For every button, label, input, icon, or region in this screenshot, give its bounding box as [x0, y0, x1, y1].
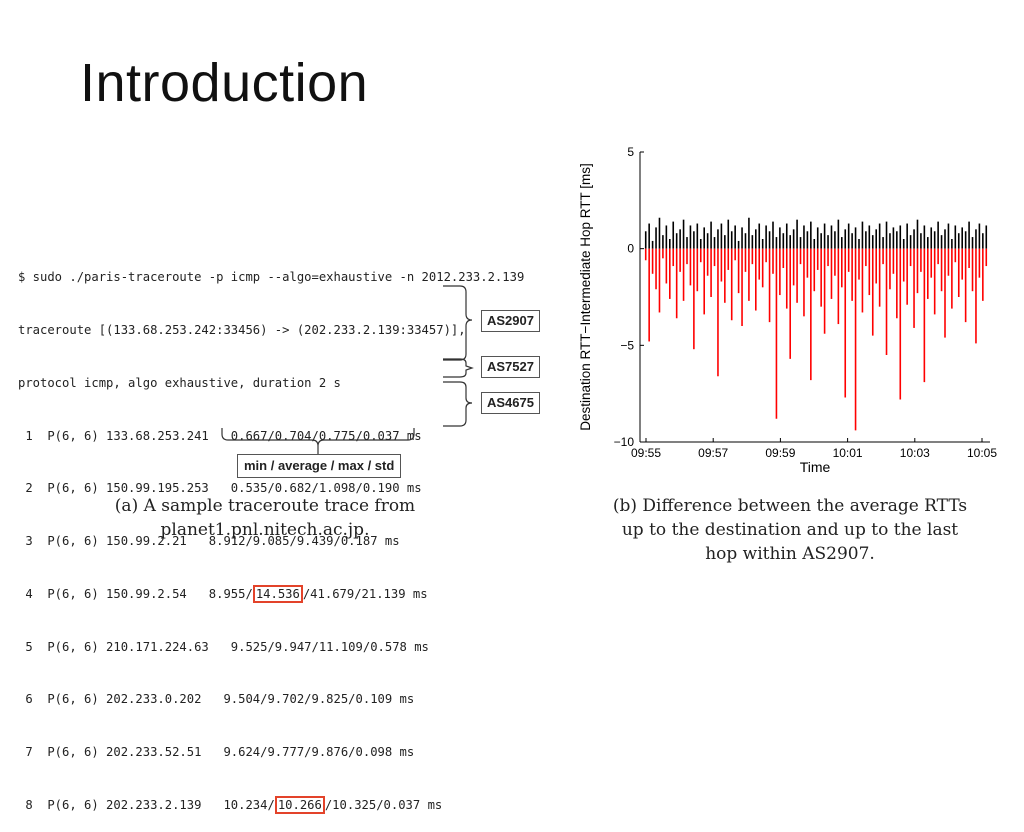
trace-line: 3 P(6, 6) 150.99.2.21 8.912/9.085/9.439/… — [18, 534, 400, 549]
highlight-box: 10.266 — [274, 796, 325, 814]
slide-title: Introduction — [80, 53, 369, 113]
y-tick-label: 0 — [627, 242, 634, 256]
trace-line: 5 P(6, 6) 210.171.224.63 9.525/9.947/11.… — [18, 639, 429, 654]
caption-line: planet1.pnl.nitech.ac.jp. — [160, 520, 370, 540]
trace-line: 6 P(6, 6) 202.233.0.202 9.504/9.702/9.82… — [18, 692, 415, 707]
as-label: AS2907 — [481, 310, 540, 332]
trace-line: $ sudo ./paris-traceroute -p icmp --algo… — [18, 270, 525, 285]
x-tick-label: 10:05 — [967, 446, 997, 460]
caption-line: up to the destination and up to the last — [621, 520, 959, 540]
y-tick-label: 5 — [627, 145, 634, 159]
caption-b: (b) Difference between the average RTTs … — [560, 494, 1020, 566]
y-tick-label: −10 — [614, 435, 635, 449]
trace-line-highlight: 4 P(6, 6) 150.99.2.54 8.955/14.536/41.67… — [18, 584, 524, 604]
x-tick-label: 10:03 — [900, 446, 930, 460]
trace-line: 7 P(6, 6) 202.233.52.51 9.624/9.777/9.87… — [18, 745, 415, 760]
brace-as4675 — [443, 381, 473, 427]
caption-line: hop within AS2907. — [705, 544, 875, 564]
trace-line: traceroute [(133.68.253.242:33456) -> (2… — [18, 322, 466, 337]
as-label: AS4675 — [481, 392, 540, 414]
trace-text: /10.325/0.037 ms — [324, 798, 443, 812]
caption-a: (a) A sample traceroute trace from plane… — [40, 494, 490, 542]
x-axis-label: Time — [800, 459, 831, 475]
trace-line-highlight: 8 P(6, 6) 202.233.2.139 10.234/10.266/10… — [18, 796, 524, 815]
brace-as2907 — [443, 285, 473, 361]
caption-line: (a) A sample traceroute trace from — [114, 496, 416, 516]
y-tick-label: −5 — [620, 338, 634, 352]
x-tick-label: 09:57 — [698, 446, 728, 460]
highlight-box: 14.536 — [252, 584, 303, 603]
brace-legend — [221, 428, 415, 447]
legend-box: min / average / max / std — [237, 454, 402, 478]
trace-line: 2 P(6, 6) 150.99.195.253 0.535/0.682/1.0… — [18, 481, 422, 496]
trace-text: 8 P(6, 6) 202.233.2.139 10.234/ — [18, 798, 275, 812]
trace-text: /41.679/21.139 ms — [302, 586, 428, 601]
trace-text: 4 P(6, 6) 150.99.2.54 8.955/ — [18, 586, 253, 601]
y-axis-label: Destination RTT−Intermediate Hop RTT [ms… — [578, 163, 593, 430]
caption-line: (b) Difference between the average RTTs — [612, 496, 968, 516]
x-tick-label: 09:59 — [765, 446, 795, 460]
x-tick-label: 09:55 — [631, 446, 661, 460]
as-braces — [221, 285, 474, 454]
trace-line: protocol icmp, algo exhaustive, duration… — [18, 375, 341, 390]
as-label: AS7527 — [481, 356, 540, 378]
brace-as7527 — [443, 358, 474, 378]
x-tick-label: 10:01 — [833, 446, 863, 460]
